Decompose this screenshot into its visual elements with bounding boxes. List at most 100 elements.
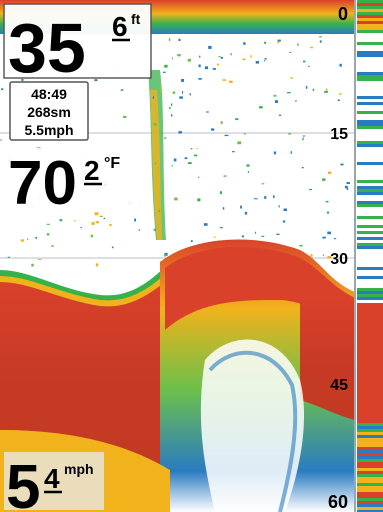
- a-scope-band: [357, 105, 383, 108]
- a-scope-band: [357, 333, 383, 336]
- a-scope-band: [357, 198, 383, 201]
- sonar-return: [208, 45, 212, 49]
- sonar-return: [204, 66, 208, 70]
- sonar-return: [230, 53, 232, 56]
- a-scope-band: [357, 351, 383, 354]
- a-scope-band: [357, 135, 383, 138]
- sonar-return: [322, 236, 326, 239]
- speed-panel: [4, 452, 104, 510]
- sonar-return: [287, 92, 291, 94]
- sonar-return: [191, 240, 193, 242]
- sonar-return: [305, 85, 308, 89]
- depth-label-60: 60: [328, 492, 348, 512]
- a-scope-band: [357, 387, 383, 390]
- sonar-return: [240, 205, 242, 209]
- a-scope-band: [357, 330, 383, 333]
- sonar-return: [203, 223, 208, 226]
- a-scope-band: [357, 120, 383, 123]
- sonar-return: [198, 55, 201, 58]
- a-scope-band: [357, 108, 383, 111]
- temperature-value: 70: [8, 149, 77, 218]
- sonar-return: [211, 128, 215, 131]
- sonar-return: [134, 218, 136, 222]
- a-scope-band: [357, 369, 383, 372]
- sonar-return: [174, 197, 178, 201]
- sonar-return: [188, 162, 192, 164]
- a-scope-band: [357, 207, 383, 210]
- sonar-return: [241, 235, 244, 238]
- sonar-return: [20, 239, 24, 242]
- sonar-return: [90, 234, 94, 238]
- sonar-return: [297, 43, 299, 47]
- a-scope-band: [357, 480, 383, 483]
- a-scope-band: [357, 471, 383, 474]
- sonar-return: [246, 164, 250, 167]
- a-scope-band: [357, 417, 383, 420]
- sonar-return: [173, 158, 177, 162]
- a-scope-band: [357, 399, 383, 402]
- sonar-return: [250, 55, 252, 58]
- a-scope-band: [357, 492, 383, 495]
- sonar-return: [344, 185, 348, 189]
- sonar-return: [153, 122, 157, 126]
- sonar-return: [164, 252, 168, 256]
- sonar-return: [235, 118, 239, 121]
- sonar-return: [273, 94, 277, 97]
- elapsed-time: 48:49: [31, 86, 67, 102]
- sonar-return: [327, 256, 332, 259]
- sonar-return: [198, 176, 200, 178]
- sonar-return: [158, 210, 160, 212]
- a-scope-band: [357, 453, 383, 456]
- sonar-return: [299, 245, 303, 247]
- a-scope-band: [357, 81, 383, 84]
- a-scope-band: [357, 441, 383, 444]
- a-scope-band: [357, 27, 383, 30]
- a-scope-band: [357, 54, 383, 57]
- a-scope-band: [357, 42, 383, 45]
- sonar-return: [346, 187, 349, 190]
- sonar-return: [264, 41, 267, 44]
- sonar-return: [74, 220, 76, 222]
- depth-label-45: 45: [330, 377, 348, 394]
- a-scope-band: [357, 459, 383, 462]
- a-scope-band: [357, 219, 383, 222]
- sonar-return: [328, 171, 332, 174]
- info-box-panel: [9, 81, 89, 141]
- a-scope-band: [357, 348, 383, 351]
- sonar-return: [310, 254, 313, 257]
- a-scope-band: [357, 237, 383, 240]
- a-scope-band: [357, 24, 383, 27]
- a-scope-band: [357, 318, 383, 321]
- sonar-return: [255, 61, 259, 64]
- sonar-return: [220, 57, 223, 59]
- a-scope-band: [357, 48, 383, 51]
- sonar-return: [310, 46, 314, 49]
- sonar-return: [303, 60, 306, 63]
- sonar-return: [222, 207, 225, 210]
- sonar-return: [109, 223, 112, 226]
- sonar-return: [325, 200, 329, 203]
- a-scope-band: [357, 33, 383, 36]
- a-scope-band: [357, 507, 383, 510]
- a-scope-band: [357, 18, 383, 21]
- sonar-return: [327, 231, 331, 235]
- sonar-return: [184, 157, 188, 160]
- a-scope-band: [357, 114, 383, 117]
- a-scope-band: [357, 474, 383, 477]
- a-scope-band: [357, 291, 383, 294]
- a-scope-band: [357, 216, 383, 219]
- a-scope-band: [357, 6, 383, 9]
- sonar-return: [275, 100, 278, 103]
- a-scope-band: [357, 396, 383, 399]
- a-scope-band: [357, 477, 383, 480]
- a-scope-band: [357, 258, 383, 261]
- a-scope-band: [357, 231, 383, 234]
- a-scope-band: [357, 264, 383, 267]
- sonar-return: [319, 40, 322, 43]
- sonar-return: [177, 54, 181, 57]
- sonar-return: [103, 217, 105, 220]
- sonar-return: [339, 63, 342, 67]
- depth-scale: 0 15 30 45 60: [328, 4, 348, 512]
- sonar-return: [219, 191, 222, 195]
